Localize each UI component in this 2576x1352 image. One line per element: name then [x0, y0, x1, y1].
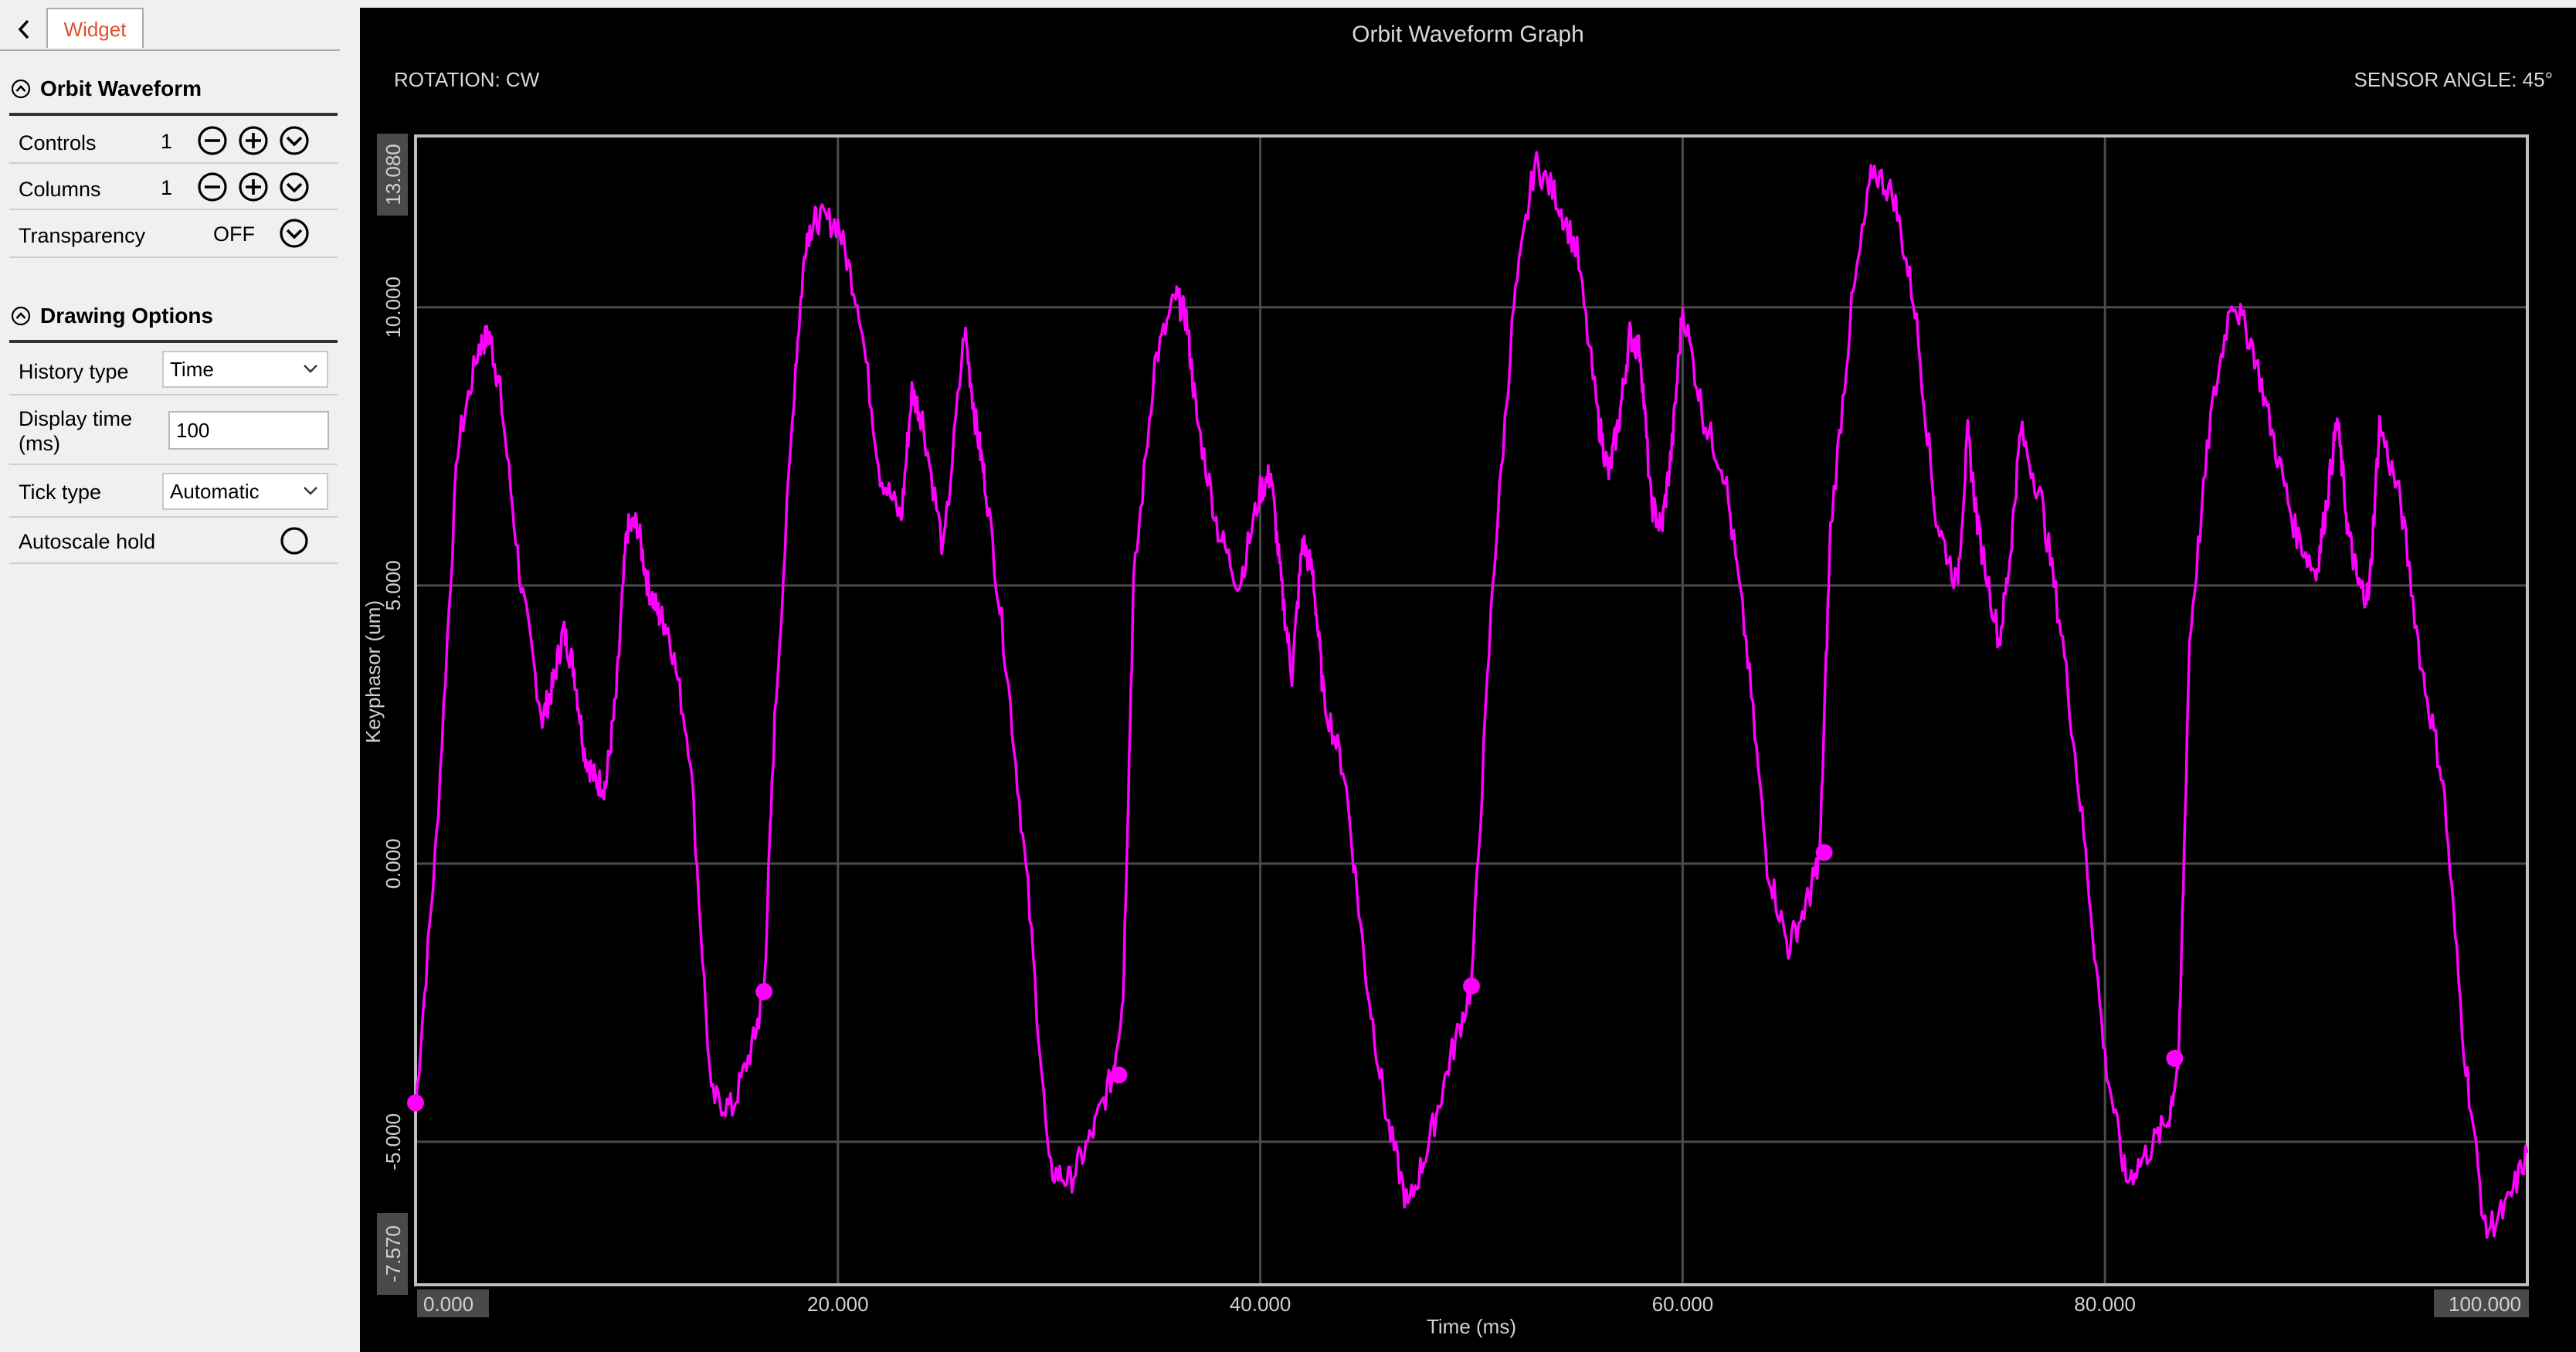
autoscale-hold-toggle[interactable] — [279, 525, 310, 556]
y-tick-label: 5.000 — [382, 560, 405, 610]
decrement-button[interactable] — [197, 125, 228, 156]
row-label: Columns — [19, 178, 101, 201]
row-transparency: Transparency OFF — [9, 210, 338, 258]
row-label: Controls — [19, 131, 97, 155]
decrement-button[interactable] — [197, 172, 228, 202]
widget-sidebar: Widget Orbit Waveform Controls 1 Columns… — [0, 0, 352, 1352]
rotation-label: ROTATION: CW — [394, 68, 540, 91]
dropdown-button[interactable] — [279, 125, 310, 156]
y-tick-label: -7.570 — [382, 1225, 405, 1282]
row-controls: Controls 1 — [9, 117, 338, 164]
increment-button[interactable] — [238, 172, 269, 202]
dropdown-button[interactable] — [279, 172, 310, 202]
row-columns: Columns 1 — [9, 164, 338, 210]
sidebar-tabbar: Widget — [0, 6, 340, 51]
orbit-waveform-graph: Orbit Waveform Graph ROTATION: CW SENSOR… — [360, 8, 2576, 1352]
chevron-left-icon — [18, 19, 29, 39]
tab-widget[interactable]: Widget — [46, 8, 144, 48]
row-autoscale-hold: Autoscale hold — [9, 518, 338, 564]
x-tick-label: 100.000 — [2449, 1293, 2521, 1316]
y-tick-badge — [377, 134, 408, 216]
axis-ticks: 0.000 20.000 40.000 60.000 80.000 100.000 13.0… — [377, 134, 2529, 1317]
x-tick-label: 0.000 — [423, 1293, 473, 1316]
graph-title: Orbit Waveform Graph — [1352, 22, 1584, 47]
x-tick-badge — [417, 1289, 489, 1317]
radio-circle-icon — [280, 527, 308, 555]
chevron-down-circle-icon — [280, 219, 309, 248]
section-title: Drawing Options — [40, 304, 213, 328]
chevron-down-circle-icon — [280, 172, 309, 202]
y-tick-label: 13.080 — [382, 144, 405, 206]
minus-circle-icon — [198, 172, 227, 202]
minus-circle-icon — [198, 126, 227, 155]
row-tick-type: Tick type Automatic — [9, 465, 338, 518]
keyphasor-marker — [755, 983, 773, 1000]
row-history-type: History type Time — [9, 345, 338, 396]
plus-circle-icon — [239, 172, 268, 202]
keyphasor-marker — [2166, 1049, 2184, 1067]
columns-value: 1 — [161, 176, 173, 199]
transparency-dropdown-button[interactable] — [279, 218, 310, 249]
x-tick-label: 60.000 — [1652, 1293, 1714, 1316]
plot-frame — [414, 134, 2529, 1286]
history-type-select[interactable]: Time — [162, 351, 328, 388]
section-divider — [9, 340, 338, 343]
y-tick-label: 10.000 — [382, 277, 405, 338]
x-tick-label: 20.000 — [807, 1293, 869, 1316]
keyphasor-marker — [1110, 1066, 1128, 1084]
section-divider — [9, 113, 338, 116]
chevron-down-icon — [304, 365, 317, 373]
x-tick-badge — [2434, 1289, 2529, 1317]
display-time-input[interactable]: 100 — [168, 411, 329, 450]
select-value: Automatic — [170, 480, 260, 503]
row-label: Autoscale hold — [19, 530, 156, 553]
keyphasor-marker — [1815, 844, 1833, 861]
plot-area[interactable]: 0.000 20.000 40.000 60.000 80.000 100.000 13.0… — [360, 8, 2576, 1352]
x-tick-label: 80.000 — [2074, 1293, 2136, 1316]
back-button[interactable] — [11, 14, 37, 45]
x-axis-label: Time (ms) — [1427, 1315, 1516, 1338]
sensor-angle-label: SENSOR ANGLE: 45° — [2354, 68, 2554, 91]
row-label: Tick type — [19, 481, 102, 504]
section-header-orbit-waveform[interactable]: Orbit Waveform — [11, 68, 335, 110]
waveform-series-line — [414, 151, 2529, 1239]
collapse-circle-icon — [11, 79, 31, 99]
y-tick-label: -5.000 — [382, 1113, 405, 1170]
row-label: Transparency — [19, 224, 146, 247]
select-value: Time — [170, 358, 214, 381]
chevron-down-circle-icon — [280, 126, 309, 155]
input-value: 100 — [176, 419, 210, 442]
x-tick-label: 40.000 — [1230, 1293, 1291, 1316]
row-label: History type — [19, 360, 129, 383]
chevron-down-icon — [304, 487, 317, 495]
section-title: Orbit Waveform — [40, 76, 202, 100]
increment-button[interactable] — [238, 125, 269, 156]
y-tick-label: 0.000 — [382, 838, 405, 888]
y-axis-label: Keyphasor (um) — [361, 600, 385, 743]
plus-circle-icon — [239, 126, 268, 155]
collapse-circle-icon — [11, 306, 31, 326]
controls-value: 1 — [161, 130, 173, 153]
row-label: Display time (ms) — [19, 407, 133, 455]
tick-type-select[interactable]: Automatic — [162, 473, 328, 510]
keyphasor-markers — [407, 844, 2184, 1112]
keyphasor-marker — [1463, 977, 1480, 995]
transparency-value: OFF — [213, 223, 255, 246]
section-header-drawing-options[interactable]: Drawing Options — [11, 295, 335, 337]
y-tick-badge — [377, 1213, 408, 1295]
keyphasor-marker — [407, 1094, 424, 1112]
row-display-time: Display time (ms) 100 — [9, 396, 338, 465]
